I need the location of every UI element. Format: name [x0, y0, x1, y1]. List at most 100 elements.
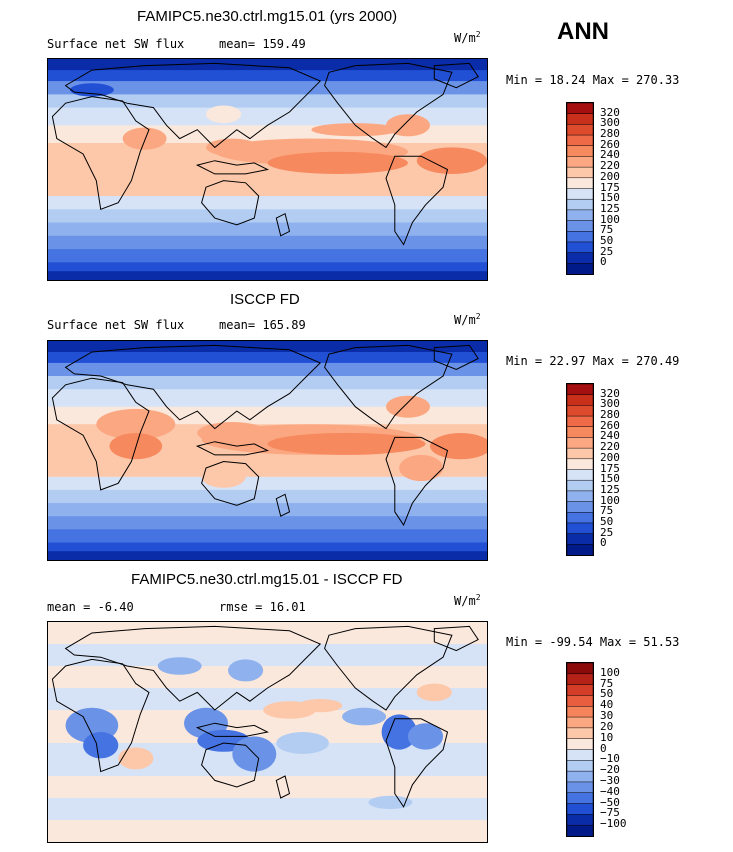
map-contour-region	[407, 723, 444, 750]
panel-3-colorbar-swatch	[567, 749, 593, 762]
map-contour-region	[386, 395, 430, 418]
panel-1-mean-label: mean= 159.49	[219, 37, 306, 51]
panel-2-colorbar-tick-label: 320	[600, 386, 620, 400]
panel-1-colorbar-tick-label: 125	[600, 201, 620, 215]
panel-3-colorbar-tick-label: −20	[600, 763, 620, 777]
panel-2-mean-value: 165.89	[262, 318, 306, 332]
coastline	[195, 160, 270, 175]
panel-2-minmax: Min = 22.97 Max = 270.49	[506, 354, 680, 368]
coastline	[64, 344, 322, 430]
season-label: ANN	[557, 18, 609, 45]
panel-3-colorbar-swatch	[567, 663, 593, 675]
panel-2-colorbar-tick-label: 25	[600, 525, 614, 539]
panel-1-colorbar-swatch	[567, 166, 593, 179]
coastline	[64, 62, 322, 149]
map-contour-region	[206, 105, 242, 124]
map-band	[48, 262, 487, 273]
panel-3-colorbar-swatch	[567, 803, 593, 816]
map-band	[48, 798, 487, 821]
coastline	[433, 344, 479, 371]
panel-2-colorbar-swatch	[567, 490, 593, 503]
panel-2-colorbar-swatch	[567, 405, 593, 417]
panel-3-colorbar-swatch	[567, 781, 593, 794]
panel-1-colorbar-tick-label: 280	[600, 127, 620, 141]
panel-2-units: W/m2	[454, 312, 481, 327]
coastline	[195, 722, 270, 737]
panel-2-colorbar-swatch	[567, 501, 593, 513]
map-band	[48, 376, 487, 391]
panel-2-title: ISCCP FD	[230, 291, 300, 308]
panel-1-colorbar-tick-label: 320	[600, 105, 620, 119]
panel-1-colorbar-swatch	[567, 188, 593, 200]
panel-1-colorbar-tick-label: 300	[600, 116, 620, 130]
panel-2-colorbar-swatch	[567, 544, 593, 555]
map-contour-region	[197, 422, 268, 444]
coastline	[275, 775, 291, 799]
map-band	[48, 362, 487, 377]
panel-2-colorbar-swatch	[567, 447, 593, 460]
panel-1-colorbar-tick-label: 25	[600, 244, 614, 258]
coastline	[385, 436, 449, 527]
map-contour-region	[342, 707, 387, 726]
panel-2-colorbar-tick-label: 260	[600, 418, 620, 432]
coastline	[275, 212, 291, 237]
panel-2-colorbar-swatch	[567, 469, 593, 481]
panel-3-mean-label: mean = -6.40	[47, 600, 134, 614]
panel-3-colorbar	[566, 662, 594, 837]
map-band	[48, 271, 487, 280]
panel-3-colorbar-swatch	[567, 792, 593, 805]
panel-2-colorbar-swatch	[567, 415, 593, 428]
map-band	[48, 516, 487, 531]
map-contour-region	[298, 699, 343, 713]
panel-3-colorbar-tick-label: 100	[600, 665, 620, 679]
panel-3-colorbar-swatch	[567, 770, 593, 783]
panel-3-colorbar-tick-label: −10	[600, 752, 620, 766]
panel-3-colorbar-swatch	[567, 760, 593, 772]
panel-1-colorbar-swatch	[567, 177, 593, 190]
map-contour-region	[83, 732, 119, 759]
panel-2-colorbar-swatch	[567, 394, 593, 407]
panel-3-units: W/m2	[454, 593, 481, 608]
map-contour-region	[267, 151, 408, 174]
panel-2-colorbar-tick-label: 125	[600, 482, 620, 496]
panel-3-map-svg	[48, 622, 487, 842]
map-contour-region	[267, 432, 426, 455]
panel-1-colorbar-swatch	[567, 156, 593, 168]
map-contour-region	[69, 83, 114, 97]
map-contour-region	[416, 147, 487, 174]
map-band	[48, 820, 487, 842]
coastline	[433, 625, 479, 652]
panel-2-colorbar-tick-label: 220	[600, 440, 620, 454]
coastline	[201, 460, 260, 506]
panel-1-colorbar-tick-label: 75	[600, 223, 614, 237]
panel-1-colorbar-tick-label: 220	[600, 159, 620, 173]
panel-1-colorbar-tick-label: 150	[600, 191, 620, 205]
panel-1-colorbar-swatch	[567, 220, 593, 232]
panel-2-map-svg	[48, 341, 487, 560]
panel-3-colorbar-tick-label: 10	[600, 730, 614, 744]
map-band	[48, 81, 487, 96]
panel-1-colorbar-swatch	[567, 145, 593, 158]
panel-2-colorbar-swatch	[567, 533, 593, 546]
panel-2-colorbar-tick-label: 100	[600, 493, 620, 507]
panel-2-colorbar-swatch	[567, 458, 593, 471]
map-band	[48, 249, 487, 264]
coastline	[51, 377, 150, 491]
coastline	[51, 96, 150, 210]
panel-2-colorbar-tick-label: 300	[600, 397, 620, 411]
panel-1-minmax: Min = 18.24 Max = 270.33	[506, 73, 680, 87]
panel-2-colorbar-swatch	[567, 384, 593, 396]
map-contour-region	[206, 138, 259, 157]
map-contour-region	[311, 123, 400, 137]
map-band	[48, 622, 487, 645]
map-band	[48, 389, 487, 408]
panel-3-colorbar-swatch	[567, 706, 593, 718]
panel-2-colorbar-tick-label: 0	[600, 536, 607, 550]
panel-2-colorbar-swatch	[567, 437, 593, 449]
panel-2-colorbar	[566, 383, 594, 556]
panel-1-colorbar-svg	[567, 103, 593, 274]
coastline	[433, 62, 479, 89]
panel-3-colorbar-tick-label: 40	[600, 698, 614, 712]
panel-1-colorbar-swatch	[567, 263, 593, 274]
panel-1-colorbar-swatch	[567, 198, 593, 211]
